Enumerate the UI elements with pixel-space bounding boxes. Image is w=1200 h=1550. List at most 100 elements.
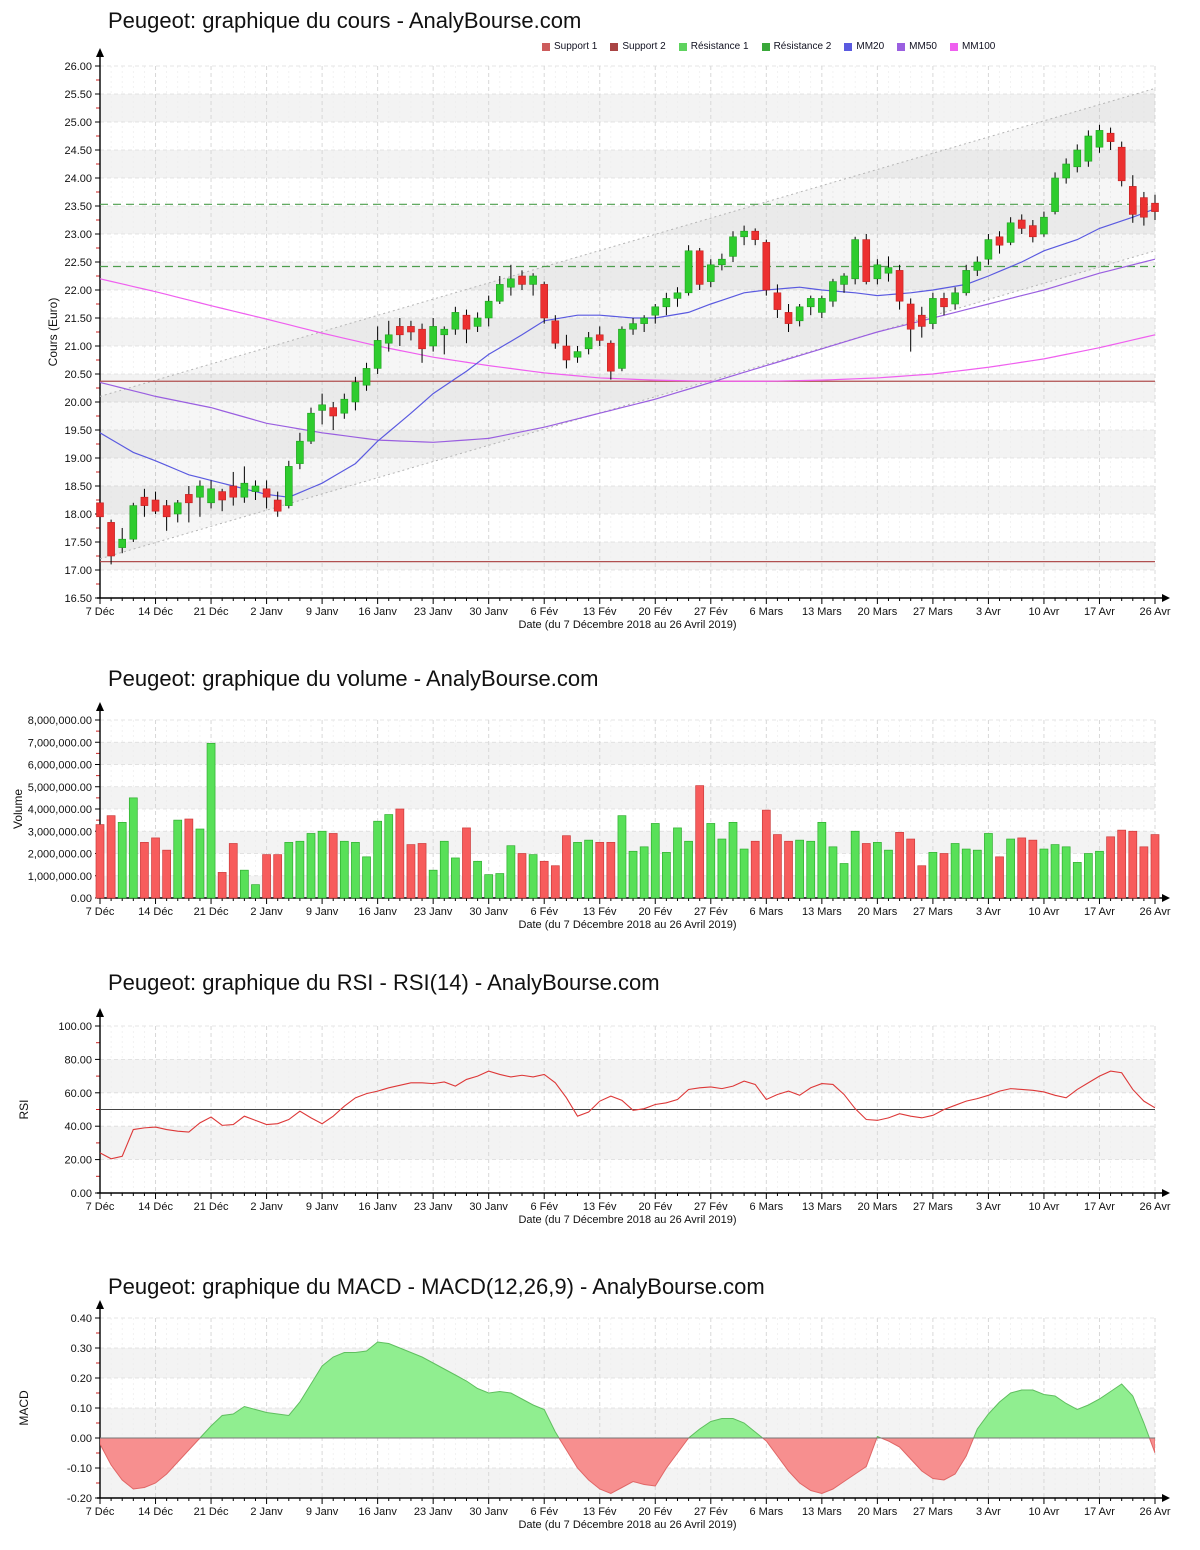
candle-body <box>407 326 415 333</box>
candle-body <box>140 496 149 506</box>
y-axis-arrow <box>96 48 104 57</box>
candle-body <box>973 261 982 271</box>
x-ticks: 7 Déc 14 Déc 21 Déc 2 Janv 9 Janv 16 Janv 23 J… <box>86 1193 1171 1213</box>
x-tick-label: 6 Fév <box>530 606 558 618</box>
candle-body <box>284 466 293 506</box>
x-tick-label: 6 Fév <box>530 1506 558 1518</box>
legend-label: Support 1 <box>554 41 598 52</box>
y-tick-label: 0.00 <box>71 893 92 905</box>
volume-bar <box>950 843 960 899</box>
x-tick-label: 17 Avr <box>1084 1201 1115 1213</box>
candle-body <box>673 292 682 299</box>
y-tick-label: 40.00 <box>64 1121 92 1133</box>
candle-body <box>307 412 315 442</box>
candle-body <box>1151 202 1159 212</box>
y-tick-label: 0.00 <box>71 1188 92 1200</box>
candle-body <box>851 239 859 280</box>
mm20-line <box>99 208 1156 498</box>
x-tick-label: 9 Janv <box>306 606 339 618</box>
candle-body <box>595 334 604 341</box>
x-tick-label: 26 Avr <box>1140 1506 1171 1518</box>
candle-body <box>1051 177 1059 212</box>
candle-body <box>185 494 193 504</box>
candle-body <box>96 502 104 518</box>
volume-bar <box>728 821 738 899</box>
volume-bar <box>828 846 838 899</box>
candle-body <box>362 368 371 386</box>
rsi-chart-title: Peugeot: graphique du RSI - RSI(14) - An… <box>108 970 660 995</box>
y-tick-label: 100.00 <box>58 1021 92 1033</box>
volume-bar <box>439 840 449 899</box>
legend-swatch <box>678 42 687 51</box>
volume-bar <box>206 743 216 899</box>
candle-body <box>107 522 115 557</box>
macd-chart-title: Peugeot: graphique du MACD - MACD(12,26,… <box>108 1274 765 1299</box>
volume-bar <box>473 860 482 899</box>
volume-bar <box>151 837 160 899</box>
candle-body <box>129 505 138 540</box>
x-axis-title: Date (du 7 Décembre 2018 au 26 Avril 201… <box>518 1214 736 1226</box>
x-tick-label: 7 Déc <box>86 906 115 918</box>
x-tick-label: 27 Fév <box>694 606 728 618</box>
candle-body <box>1106 132 1115 142</box>
volume-bar <box>306 833 316 899</box>
volume-bar <box>484 874 494 899</box>
x-axis-arrow <box>1162 1189 1170 1197</box>
y-tick-label: 0.10 <box>71 1403 92 1415</box>
x-tick-label: 23 Janv <box>414 606 453 618</box>
candle-body <box>829 281 837 302</box>
area-chart: -0.20 -0.10 0.00 0.10 0.20 0.30 0.40 7 Déc 14 Dé… <box>17 1300 1171 1531</box>
volume-bar <box>284 842 294 899</box>
volume-bar <box>928 852 938 899</box>
volume-bar <box>1061 846 1071 899</box>
volume-bars <box>95 743 1160 899</box>
volume-bar <box>961 848 971 899</box>
candle-body <box>251 485 260 492</box>
volume-bar <box>1150 834 1160 899</box>
candle-body <box>1029 225 1037 238</box>
candle-body <box>229 485 238 498</box>
y-tick-label: 80.00 <box>64 1054 92 1066</box>
legend-swatch <box>610 42 619 51</box>
volume-bar <box>462 827 471 899</box>
candle-body <box>740 230 748 238</box>
volume-bar <box>639 846 649 899</box>
volume-bar <box>528 854 538 899</box>
x-tick-label: 6 Mars <box>750 606 784 618</box>
volume-bar <box>584 839 593 899</box>
legend-item: Résistance 2 <box>761 41 832 52</box>
x-tick-label: 10 Avr <box>1028 906 1059 918</box>
y-tick-label: 4,000,000.00 <box>28 804 92 816</box>
x-tick-label: 6 Fév <box>530 906 558 918</box>
candle-body <box>1095 130 1104 148</box>
volume-bar <box>217 872 227 899</box>
volume-bar <box>984 833 993 899</box>
x-tick-label: 3 Avr <box>976 1201 1001 1213</box>
y-axis-title: RSI <box>17 1099 31 1119</box>
y-tick-label: 16.50 <box>64 593 92 605</box>
candle-body <box>507 278 515 288</box>
volume-bar <box>784 840 793 899</box>
x-tick-label: 30 Janv <box>469 906 508 918</box>
x-axis-title: Date (du 7 Décembre 2018 au 26 Avril 201… <box>518 619 736 631</box>
volume-bar <box>939 853 949 899</box>
legend-swatch <box>761 42 770 51</box>
y-tick-label: 24.50 <box>64 145 92 157</box>
volume-bar <box>362 856 371 899</box>
candle-body <box>695 250 704 285</box>
x-tick-label: 10 Avr <box>1028 606 1059 618</box>
volume-bar <box>839 863 849 899</box>
x-tick-label: 27 Mars <box>913 1506 953 1518</box>
legend-label: Résistance 2 <box>773 41 832 52</box>
y-tick-label: 7,000,000.00 <box>28 737 92 749</box>
volume-bar <box>128 797 138 899</box>
y-tick-label: 24.00 <box>64 173 92 185</box>
y-tick-label: 2,000,000.00 <box>28 849 92 861</box>
candle-body <box>273 499 282 512</box>
legend-item: Support 2 <box>610 41 666 52</box>
candle-body <box>1040 216 1048 235</box>
volume-bar <box>773 834 782 899</box>
volume-bar <box>451 857 460 899</box>
volume-bar <box>628 850 638 899</box>
